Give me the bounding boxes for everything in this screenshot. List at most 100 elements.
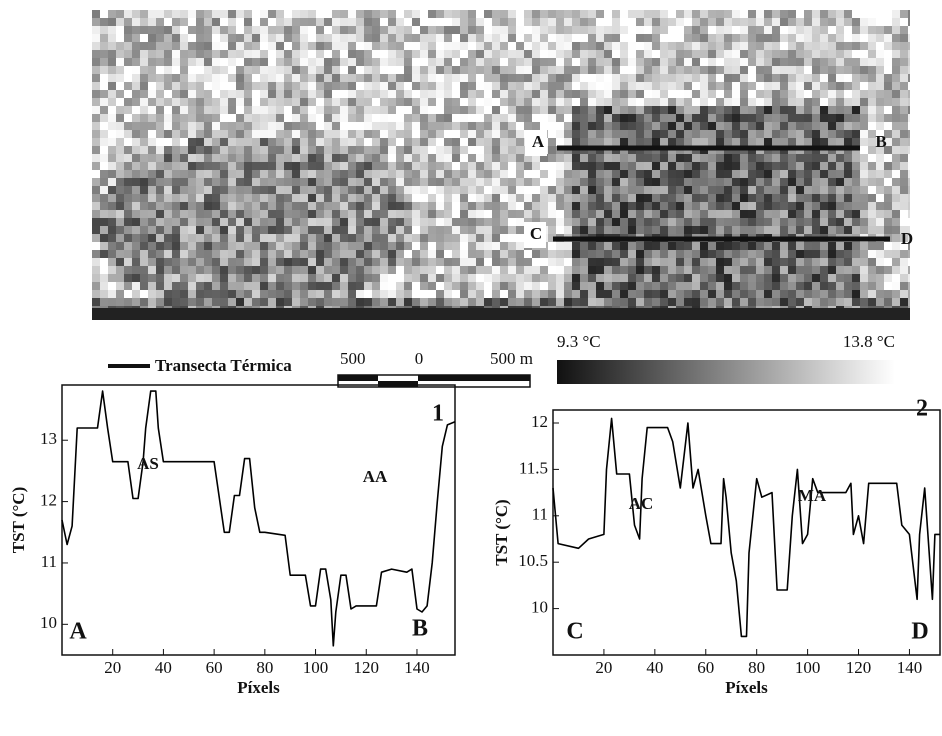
pixel bbox=[204, 194, 212, 202]
pixel bbox=[228, 250, 236, 258]
pixel bbox=[292, 146, 300, 154]
pixel bbox=[236, 138, 244, 146]
pixel bbox=[620, 138, 628, 146]
pixel bbox=[868, 178, 876, 186]
pixel bbox=[196, 266, 204, 274]
pixel bbox=[132, 34, 140, 42]
pixel bbox=[92, 170, 100, 178]
pixel bbox=[452, 18, 460, 26]
pixel bbox=[508, 146, 516, 154]
pixel bbox=[628, 42, 636, 50]
pixel bbox=[460, 186, 468, 194]
pixel bbox=[852, 106, 860, 114]
pixel bbox=[188, 282, 196, 290]
pixel bbox=[244, 138, 252, 146]
pixel bbox=[92, 282, 100, 290]
pixel bbox=[420, 274, 428, 282]
pixel bbox=[132, 74, 140, 82]
pixel bbox=[684, 194, 692, 202]
pixel bbox=[204, 98, 212, 106]
pixel bbox=[748, 218, 756, 226]
pixel bbox=[332, 66, 340, 74]
pixel bbox=[276, 266, 284, 274]
pixel bbox=[108, 226, 116, 234]
pixel bbox=[500, 90, 508, 98]
pixel bbox=[644, 162, 652, 170]
pixel bbox=[116, 122, 124, 130]
pixel bbox=[308, 242, 316, 250]
pixel bbox=[284, 146, 292, 154]
pixel bbox=[684, 82, 692, 90]
pixel bbox=[564, 210, 572, 218]
pixel bbox=[612, 18, 620, 26]
pixel bbox=[908, 210, 910, 218]
pixel bbox=[316, 178, 324, 186]
pixel bbox=[764, 98, 772, 106]
pixel bbox=[804, 26, 812, 34]
pixel bbox=[556, 250, 564, 258]
pixel bbox=[900, 290, 908, 298]
pixel bbox=[212, 266, 220, 274]
pixel bbox=[380, 218, 388, 226]
pixel bbox=[684, 178, 692, 186]
pixel bbox=[556, 162, 564, 170]
pixel bbox=[396, 210, 404, 218]
pixel bbox=[588, 298, 596, 306]
pixel bbox=[892, 274, 900, 282]
pixel bbox=[460, 194, 468, 202]
pixel bbox=[516, 146, 524, 154]
pixel bbox=[308, 138, 316, 146]
pixel bbox=[788, 34, 796, 42]
pixel bbox=[620, 194, 628, 202]
pixel bbox=[396, 178, 404, 186]
pixel bbox=[92, 290, 100, 298]
pixel bbox=[204, 122, 212, 130]
pixel bbox=[252, 234, 260, 242]
pixel bbox=[612, 90, 620, 98]
pixel bbox=[508, 282, 516, 290]
pixel bbox=[796, 242, 804, 250]
pixel bbox=[460, 58, 468, 66]
pixel bbox=[692, 114, 700, 122]
pixel bbox=[732, 178, 740, 186]
pixel bbox=[492, 18, 500, 26]
pixel bbox=[628, 266, 636, 274]
pixel bbox=[132, 90, 140, 98]
pixel bbox=[180, 282, 188, 290]
pixel bbox=[604, 34, 612, 42]
pixel bbox=[124, 170, 132, 178]
pixel bbox=[484, 178, 492, 186]
pixel bbox=[260, 114, 268, 122]
pixel bbox=[188, 162, 196, 170]
pixel bbox=[132, 138, 140, 146]
pixel bbox=[548, 234, 556, 242]
pixel bbox=[196, 250, 204, 258]
pixel bbox=[804, 274, 812, 282]
pixel bbox=[524, 74, 532, 82]
pixel bbox=[500, 122, 508, 130]
x-tick-label: 60 bbox=[206, 658, 223, 677]
pixel bbox=[332, 26, 340, 34]
pixel bbox=[268, 234, 276, 242]
pixel bbox=[172, 10, 180, 18]
pixel bbox=[908, 122, 910, 130]
pixel bbox=[332, 282, 340, 290]
pixel bbox=[140, 90, 148, 98]
y-tick-label: 11 bbox=[41, 552, 57, 571]
pixel bbox=[812, 98, 820, 106]
pixel bbox=[460, 50, 468, 58]
pixel bbox=[628, 202, 636, 210]
pixel bbox=[348, 258, 356, 266]
pixel bbox=[340, 90, 348, 98]
pixel bbox=[724, 178, 732, 186]
pixel bbox=[452, 218, 460, 226]
pixel bbox=[900, 90, 908, 98]
pixel bbox=[740, 114, 748, 122]
pixel bbox=[228, 162, 236, 170]
pixel bbox=[348, 274, 356, 282]
pixel bbox=[300, 210, 308, 218]
pixel bbox=[556, 58, 564, 66]
pixel bbox=[220, 34, 228, 42]
pixel bbox=[844, 154, 852, 162]
pixel bbox=[284, 154, 292, 162]
